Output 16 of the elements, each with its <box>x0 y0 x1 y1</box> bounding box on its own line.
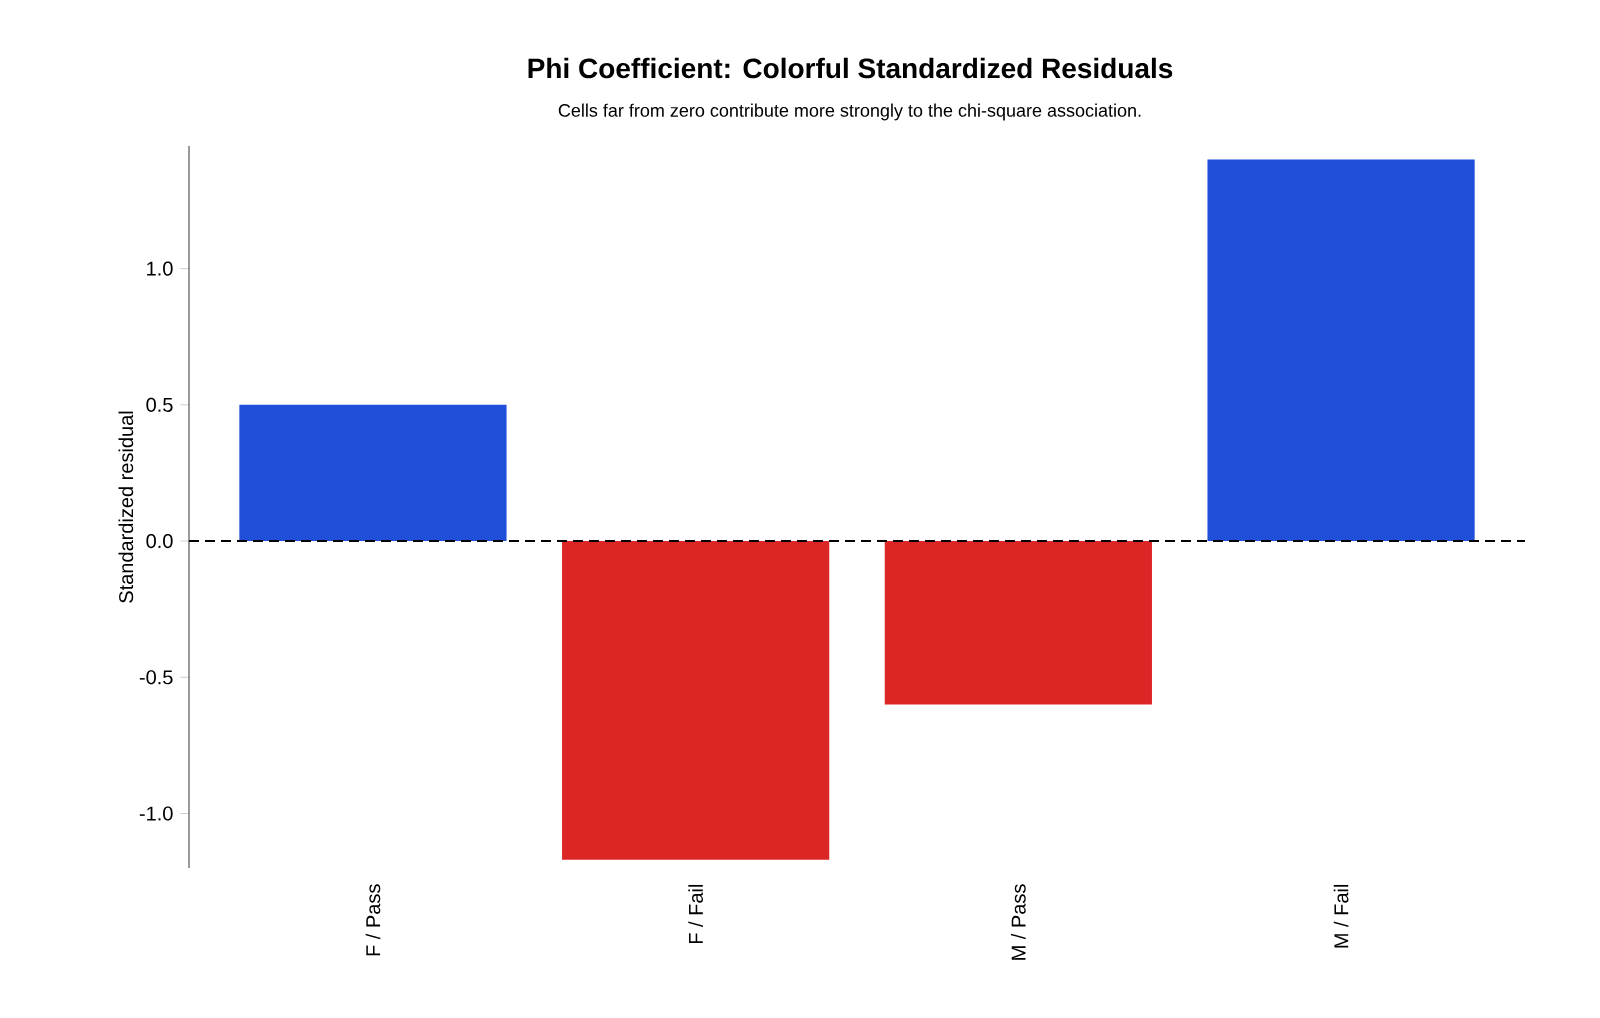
x-tick-label: F / Fail <box>688 884 703 944</box>
x-tick-label: M / Fail <box>1333 884 1349 948</box>
bar <box>884 541 1152 705</box>
bar <box>1207 159 1475 542</box>
bar <box>239 404 507 542</box>
y-tick-label: -1.0 <box>139 806 173 821</box>
y-tick-label: 0.5 <box>146 397 173 412</box>
chart-subtitle: Cells far from zero contribute more strongly to the chi-square association. <box>558 103 1141 121</box>
x-tick-label: M / Pass <box>1011 884 1026 960</box>
bar <box>562 541 830 860</box>
chart-title: Phi Coefficient: Colorful Standardized Residuals <box>528 57 1173 79</box>
x-tick-label: F / Pass <box>365 884 381 956</box>
y-tick-label: 0.0 <box>146 533 173 549</box>
y-tick-label: -0.5 <box>139 670 173 685</box>
y-tick-label: 1.0 <box>147 261 173 276</box>
y-axis-title: Standardized residual <box>118 411 134 603</box>
